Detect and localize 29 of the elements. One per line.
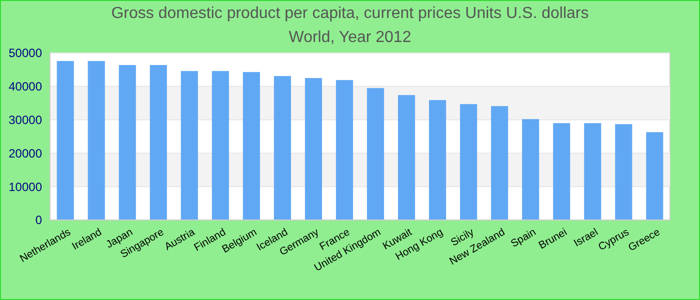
bar <box>274 76 291 220</box>
y-tick-label: 10000 <box>8 180 42 194</box>
bar <box>646 132 664 220</box>
bar <box>584 123 602 220</box>
bar <box>491 106 508 220</box>
y-tick-label: 0 <box>35 213 42 228</box>
chart-subtitle: World, Year 2012 <box>288 29 412 46</box>
y-tick-label: 30000 <box>8 113 42 127</box>
bar <box>553 123 570 220</box>
y-tick-label: 20000 <box>8 146 42 160</box>
bar <box>522 119 540 220</box>
bar <box>88 61 105 220</box>
bar <box>336 80 354 220</box>
bar <box>212 71 229 220</box>
bar <box>180 71 198 220</box>
bar <box>150 65 167 220</box>
y-tick-label: 50000 <box>8 46 42 60</box>
bar <box>615 124 632 220</box>
x-tick-label: Spain <box>508 226 538 250</box>
bar <box>366 88 384 220</box>
bar <box>398 95 416 220</box>
bar <box>118 65 136 220</box>
bar <box>242 72 260 220</box>
chart-title: Gross domestic product per capita, current prices Units U.S. dollars <box>111 5 589 22</box>
y-tick-label: 40000 <box>8 80 42 94</box>
bar <box>460 104 478 220</box>
bar <box>56 61 74 220</box>
bar <box>429 100 446 220</box>
bar <box>304 78 322 220</box>
